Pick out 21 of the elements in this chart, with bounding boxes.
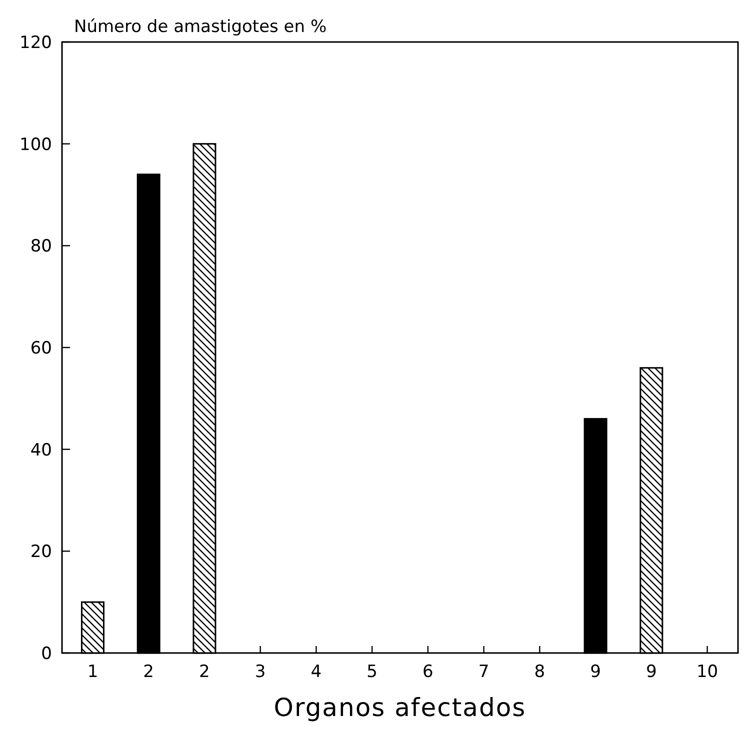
- y-tick-label: 100: [20, 134, 52, 155]
- y-tick-label: 0: [41, 644, 52, 664]
- x-tick-label: 8: [534, 662, 546, 682]
- x-tick-label: 9: [590, 662, 601, 682]
- y-axis-title: Número de amastigotes en %: [74, 17, 327, 37]
- x-tick-label: 5: [366, 662, 378, 682]
- y-tick-label: 80: [30, 236, 52, 257]
- y-tick-label: 60: [30, 338, 52, 358]
- x-tick-label: 10: [696, 662, 718, 682]
- y-tick-label: 120: [20, 32, 52, 53]
- x-tick-label: 7: [478, 662, 490, 682]
- x-tick-label: 2: [199, 662, 210, 682]
- x-tick-label: 6: [422, 662, 434, 682]
- y-tick-label: 40: [30, 440, 52, 460]
- x-tick-label: 3: [254, 662, 266, 682]
- x-axis-title: Organos afectados: [274, 693, 526, 722]
- x-tick-label: 9: [646, 662, 657, 682]
- x-tick-label: 4: [310, 662, 322, 682]
- x-tick-label: 1: [87, 662, 98, 682]
- y-tick-label: 20: [30, 542, 52, 562]
- x-tick-label: 2: [143, 662, 154, 682]
